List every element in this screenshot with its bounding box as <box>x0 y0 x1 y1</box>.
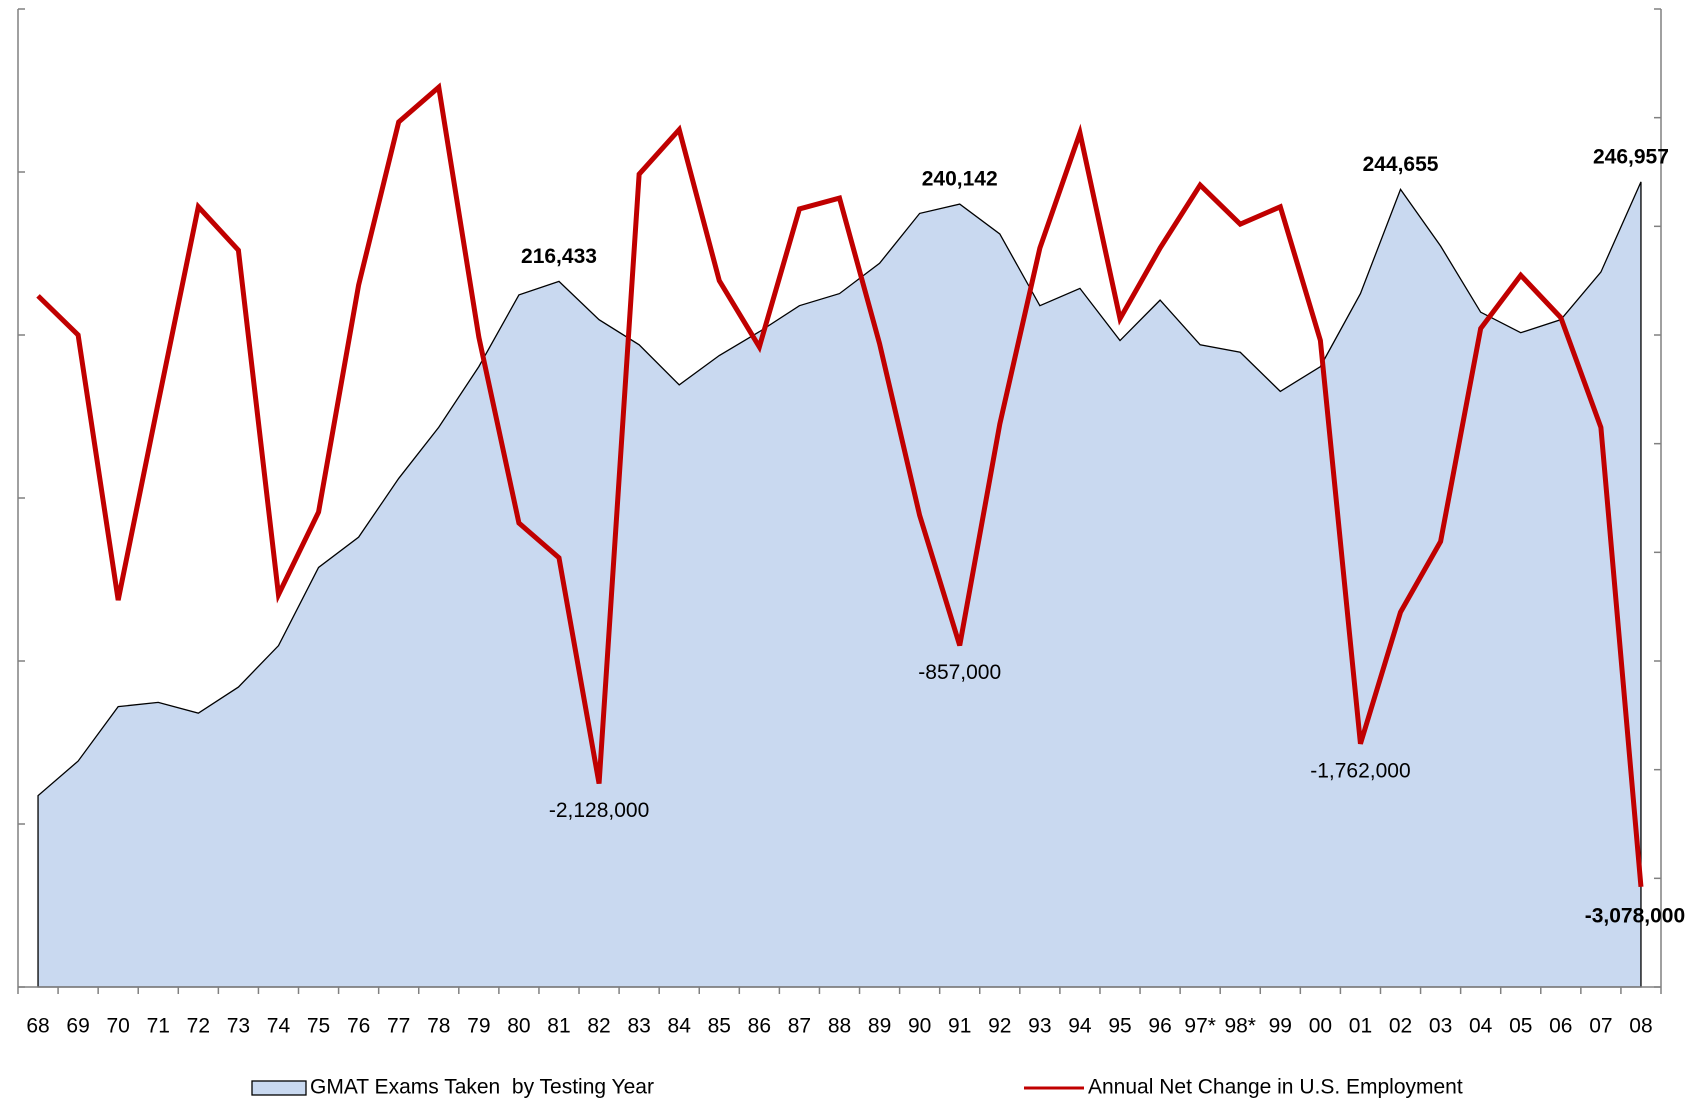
x-tick-label: 01 <box>1349 1015 1372 1038</box>
x-tick-label: 99 <box>1269 1015 1292 1038</box>
x-tick-label: 00 <box>1309 1015 1332 1038</box>
x-tick-label: 92 <box>988 1015 1011 1038</box>
x-tick-label: 72 <box>187 1015 210 1038</box>
x-tick-label: 89 <box>868 1015 891 1038</box>
x-tick-label: 84 <box>668 1015 692 1038</box>
x-tick-label: 81 <box>547 1015 570 1038</box>
line <box>36 82 1644 888</box>
data-label: 240,142 <box>922 168 998 191</box>
x-tick-label: 07 <box>1589 1015 1612 1038</box>
x-tick-label: 87 <box>788 1015 811 1038</box>
x-tick-label: 76 <box>347 1015 370 1038</box>
x-tick-label: 05 <box>1509 1015 1532 1038</box>
x-tick-label: 79 <box>467 1015 490 1038</box>
x-tick-label: 06 <box>1549 1015 1572 1038</box>
x-tick-label: 02 <box>1389 1015 1412 1038</box>
x-tick-label: 75 <box>307 1015 330 1038</box>
x-tick-label: 08 <box>1629 1015 1652 1038</box>
x-tick-label: 91 <box>948 1015 971 1038</box>
x-tick-label: 71 <box>147 1015 170 1038</box>
x-tick-label: 04 <box>1469 1015 1493 1038</box>
x-tick-label: 86 <box>748 1015 771 1038</box>
data-label: -1,762,000 <box>1310 759 1410 782</box>
x-tick-label: 95 <box>1108 1015 1131 1038</box>
x-tick-label: 90 <box>908 1015 931 1038</box>
x-tick-label: 82 <box>587 1015 610 1038</box>
x-tick-label: 73 <box>227 1015 250 1038</box>
data-label: 244,655 <box>1363 153 1439 176</box>
x-tick-label: 85 <box>708 1015 731 1038</box>
x-tick-label: 96 <box>1148 1015 1171 1038</box>
x-tick-label: 94 <box>1068 1015 1092 1038</box>
x-tick-label: 97* <box>1184 1015 1216 1038</box>
x-tick-label: 93 <box>1028 1015 1051 1038</box>
data-label: -2,128,000 <box>549 799 649 822</box>
x-tick-label: 68 <box>26 1015 49 1038</box>
data-label: 246,957 <box>1593 145 1669 168</box>
x-tick-label: 83 <box>627 1015 650 1038</box>
x-tick-label: 69 <box>66 1015 89 1038</box>
legend-label: GMAT Exams Taken by Testing Year <box>310 1076 654 1099</box>
x-tick-label: 74 <box>267 1015 291 1038</box>
data-label: -3,078,000 <box>1585 904 1685 927</box>
data-label: -857,000 <box>918 661 1001 684</box>
legend-swatch <box>251 1080 307 1096</box>
x-tick-label: 98* <box>1224 1015 1256 1038</box>
x-tick-label: 88 <box>828 1015 851 1038</box>
legend-label: Annual Net Change in U.S. Employment <box>1088 1076 1463 1099</box>
data-label: 216,433 <box>521 245 597 268</box>
x-tick-label: 80 <box>507 1015 530 1038</box>
x-tick-label: 78 <box>427 1015 450 1038</box>
x-tick-label: 77 <box>387 1015 410 1038</box>
x-tick-label: 70 <box>107 1015 130 1038</box>
x-tick-label: 03 <box>1429 1015 1452 1038</box>
